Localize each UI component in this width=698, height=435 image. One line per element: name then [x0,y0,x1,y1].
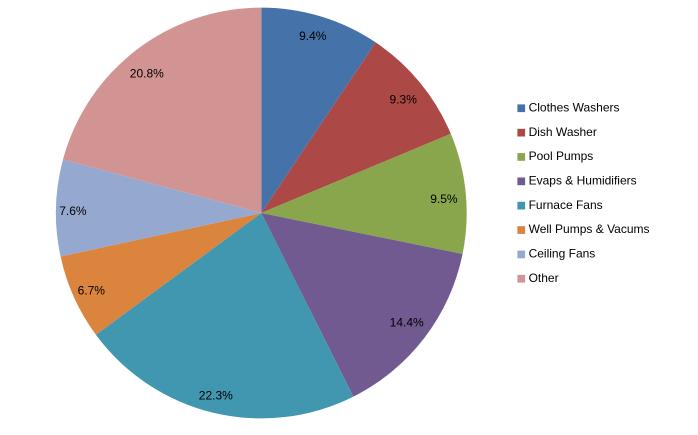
svg-text:6.7%: 6.7% [78,283,106,297]
svg-text:22.3%: 22.3% [199,389,233,403]
svg-text:14.4%: 14.4% [390,316,424,330]
svg-text:Evaps & Humidifiers: Evaps & Humidifiers [529,174,637,188]
svg-text:9.3%: 9.3% [390,93,418,107]
svg-text:9.4%: 9.4% [299,29,327,43]
svg-text:Pool Pumps: Pool Pumps [529,149,594,163]
svg-text:Other: Other [529,271,559,285]
svg-text:7.6%: 7.6% [59,204,87,218]
svg-text:Dish Washer: Dish Washer [529,125,597,139]
svg-text:20.8%: 20.8% [130,67,164,81]
svg-text:Ceiling Fans: Ceiling Fans [529,247,596,261]
svg-text:Well Pumps & Vacums: Well Pumps & Vacums [529,222,650,236]
svg-text:9.5%: 9.5% [430,192,458,206]
svg-text:Furnace Fans: Furnace Fans [529,198,603,212]
svg-text:Clothes Washers: Clothes Washers [529,100,620,114]
